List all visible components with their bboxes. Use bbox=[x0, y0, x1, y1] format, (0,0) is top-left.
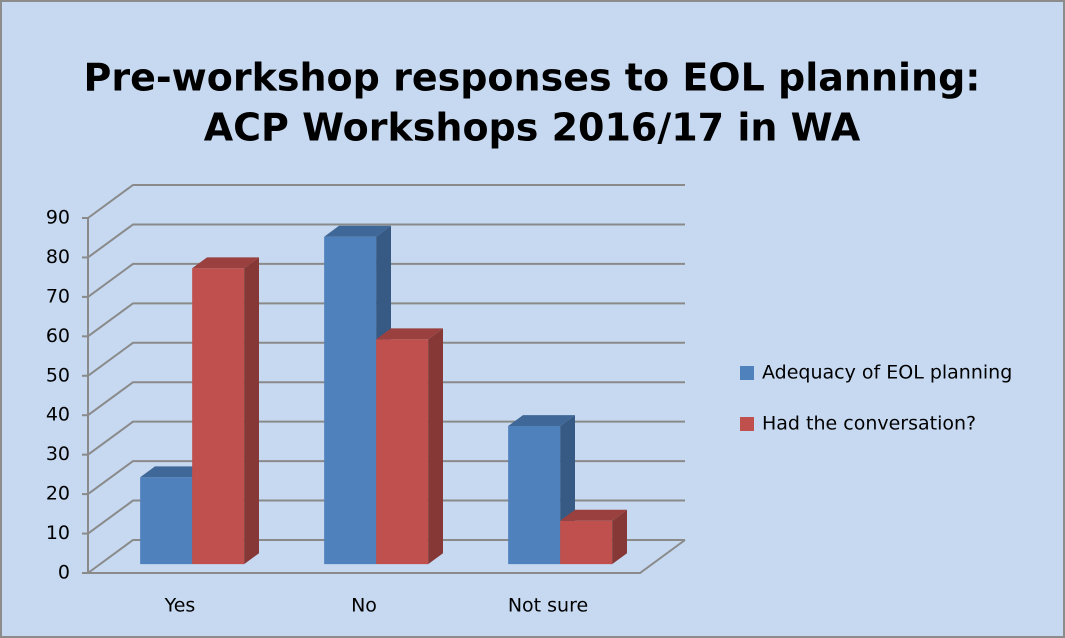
grid-line bbox=[87, 381, 685, 417]
legend-swatch bbox=[740, 366, 754, 380]
bar-side bbox=[428, 328, 443, 565]
bar-top bbox=[140, 466, 207, 478]
grid-line bbox=[87, 420, 685, 456]
y-tick-label: 50 bbox=[46, 364, 70, 386]
bar-front bbox=[560, 520, 613, 565]
grid-line bbox=[87, 341, 685, 377]
grid-line bbox=[87, 223, 685, 259]
grid-line bbox=[87, 499, 685, 535]
bar-top bbox=[192, 257, 259, 269]
x-tick-label: Yes bbox=[164, 595, 196, 617]
y-tick-label: 90 bbox=[46, 207, 70, 229]
bar bbox=[560, 509, 627, 565]
y-tick-label: 20 bbox=[46, 483, 70, 505]
bar-front bbox=[376, 339, 429, 565]
y-tick-label: 0 bbox=[58, 562, 70, 584]
bar-side bbox=[612, 509, 627, 565]
y-tick-label: 10 bbox=[46, 522, 70, 544]
grid-line bbox=[87, 184, 685, 219]
y-tick-label: 70 bbox=[46, 285, 70, 307]
chart-title: ACP Workshops 2016/17 in WA bbox=[204, 106, 861, 150]
grid-line bbox=[87, 460, 685, 495]
y-tick-label: 40 bbox=[46, 404, 70, 426]
legend-label: Adequacy of EOL planning bbox=[762, 362, 1012, 384]
legend-label: Had the conversation? bbox=[762, 413, 976, 435]
bar-front bbox=[324, 236, 377, 565]
grid-line bbox=[87, 262, 685, 298]
bar-top bbox=[508, 415, 575, 427]
bar-top bbox=[560, 509, 627, 521]
x-tick-label: Not sure bbox=[508, 595, 588, 617]
y-tick-label: 80 bbox=[46, 246, 70, 268]
bar bbox=[376, 328, 443, 565]
y-tick-label: 60 bbox=[46, 325, 70, 347]
legend-swatch bbox=[740, 417, 754, 431]
y-tick-label: 30 bbox=[46, 443, 70, 465]
x-tick-label: No bbox=[351, 595, 377, 617]
bar-top bbox=[324, 225, 391, 237]
bar bbox=[192, 257, 259, 565]
bar-top bbox=[376, 328, 443, 340]
bar-side bbox=[244, 257, 259, 565]
bar-front bbox=[508, 426, 561, 565]
bar-front bbox=[192, 268, 245, 565]
bar-front bbox=[140, 477, 193, 565]
floor-edge bbox=[88, 539, 686, 574]
chart-title: Pre-workshop responses to EOL planning: bbox=[84, 56, 981, 100]
grid-line bbox=[87, 539, 685, 574]
grid-line bbox=[87, 302, 685, 338]
